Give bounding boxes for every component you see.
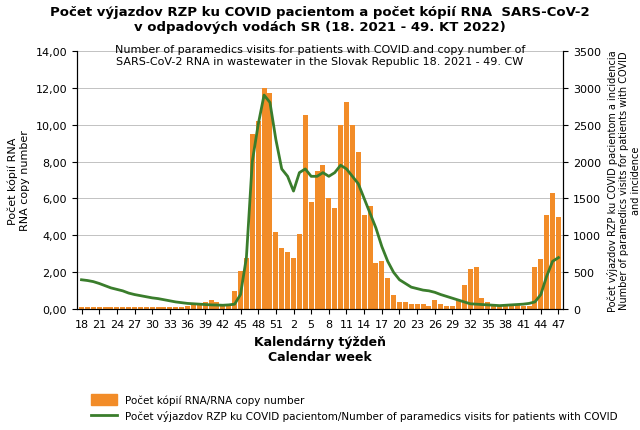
Bar (420, 304, 426, 310)
Bar (214, 302, 220, 310)
Bar (474, 267, 479, 310)
Bar (108, 308, 113, 310)
Bar (203, 302, 207, 310)
Bar (438, 304, 444, 310)
Bar (232, 291, 237, 310)
Bar (91, 308, 96, 310)
Bar (126, 308, 131, 310)
Bar (456, 301, 461, 310)
Bar (102, 308, 108, 310)
Bar (450, 306, 455, 310)
Bar (350, 125, 355, 310)
Bar (179, 308, 184, 310)
Bar (492, 306, 496, 310)
Bar (362, 215, 367, 310)
Bar (468, 269, 473, 310)
Bar (444, 306, 449, 310)
Bar (332, 208, 337, 310)
Bar (262, 89, 267, 310)
Bar (356, 153, 361, 310)
Bar (373, 264, 378, 310)
Bar (321, 166, 326, 310)
Bar (268, 94, 273, 310)
Bar (238, 271, 243, 310)
Bar (226, 304, 231, 310)
Bar (138, 308, 143, 310)
Bar (250, 135, 255, 310)
Bar (338, 125, 343, 310)
Bar (509, 304, 514, 310)
Bar (156, 307, 161, 310)
Bar (544, 215, 549, 310)
Bar (85, 307, 90, 310)
Bar (273, 232, 278, 310)
Bar (279, 249, 284, 310)
Bar (344, 103, 349, 310)
Bar (191, 304, 196, 310)
Bar (497, 306, 502, 310)
Bar (550, 194, 555, 310)
Bar (173, 308, 178, 310)
Bar (326, 199, 332, 310)
Bar (433, 301, 437, 310)
Bar (556, 218, 561, 310)
Bar (150, 307, 155, 310)
Y-axis label: Počet kópií RNA
RNA copy number: Počet kópií RNA RNA copy number (8, 130, 30, 231)
Bar (132, 308, 137, 310)
Bar (367, 206, 372, 310)
Bar (244, 258, 249, 310)
Bar (403, 302, 408, 310)
Bar (291, 258, 296, 310)
Y-axis label: Počet výjazdov RZP ku COVID pacientom a incidencia
Number of paramedics visits f: Počet výjazdov RZP ku COVID pacientom a … (607, 50, 640, 311)
Text: Počet výjazdov RZP ku COVID pacientom a počet kópií RNA  SARS-CoV-2
v odpadových: Počet výjazdov RZP ku COVID pacientom a … (50, 6, 590, 34)
Text: Number of paramedics visits for patients with COVID and copy number of
SARS-CoV-: Number of paramedics visits for patients… (115, 45, 525, 67)
Bar (532, 267, 538, 310)
Bar (409, 304, 414, 310)
Bar (303, 116, 308, 310)
Bar (527, 306, 532, 310)
Bar (415, 304, 420, 310)
Bar (79, 308, 84, 310)
Bar (426, 306, 431, 310)
Bar (479, 298, 484, 310)
Bar (297, 234, 302, 310)
Bar (385, 278, 390, 310)
Bar (196, 304, 202, 310)
Bar (515, 304, 520, 310)
Bar (161, 308, 166, 310)
Bar (397, 302, 402, 310)
Bar (255, 122, 260, 310)
Bar (120, 308, 125, 310)
Legend: Počet kópií RNA/RNA copy number, Počet výjazdov RZP ku COVID pacientom/Number of: Počet kópií RNA/RNA copy number, Počet v… (87, 390, 622, 426)
Bar (503, 304, 508, 310)
Bar (144, 308, 148, 310)
Bar (209, 301, 214, 310)
Bar (462, 286, 467, 310)
Bar (167, 308, 172, 310)
Bar (285, 252, 290, 310)
X-axis label: Kalendárny týždeň
Calendar week: Kalendárny týždeň Calendar week (254, 335, 386, 363)
Bar (314, 172, 319, 310)
Bar (391, 295, 396, 310)
Bar (485, 302, 490, 310)
Bar (115, 308, 119, 310)
Bar (185, 306, 190, 310)
Bar (220, 304, 225, 310)
Bar (380, 262, 385, 310)
Bar (538, 260, 543, 310)
Bar (521, 306, 525, 310)
Bar (308, 203, 314, 310)
Bar (97, 308, 102, 310)
